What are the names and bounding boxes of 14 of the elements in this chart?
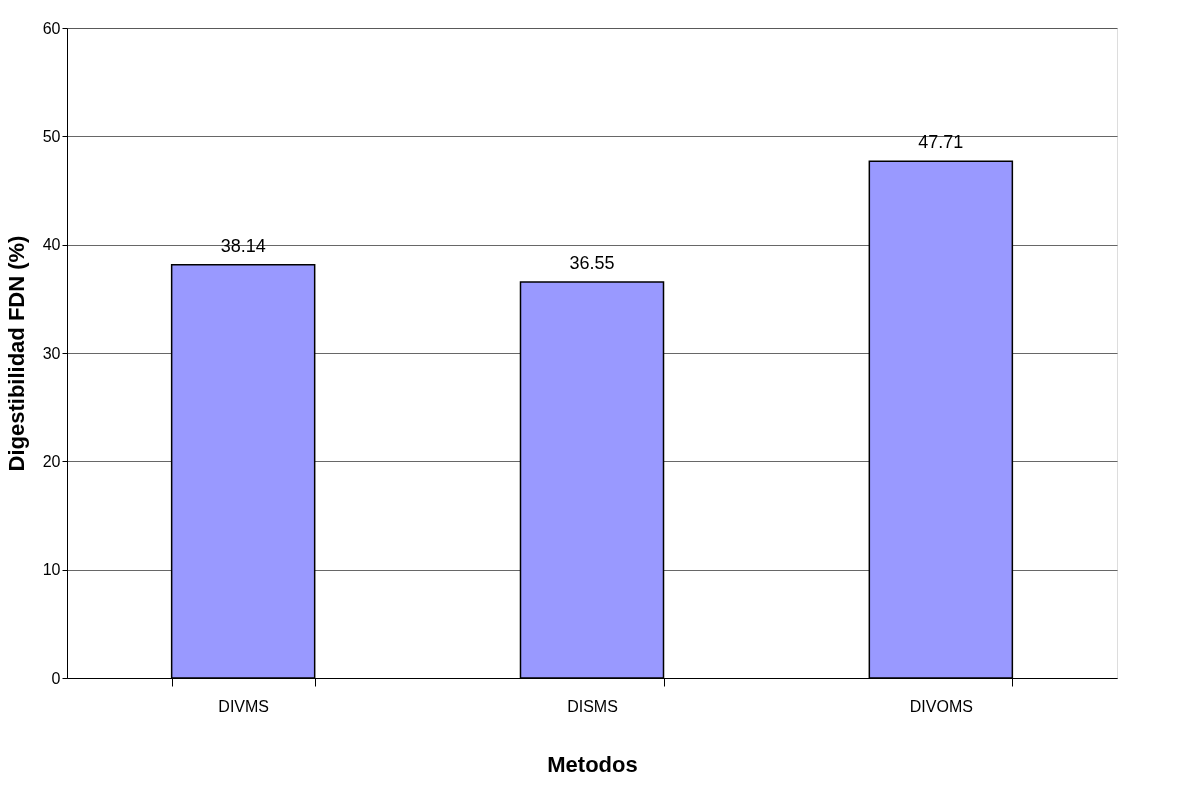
y-tick-label: 0 [51,669,61,687]
y-tick-label: 40 [42,236,61,254]
y-axis-title: Digestibilidad FDN (%) [3,235,29,472]
y-tick-label: 60 [42,19,61,37]
y-tick-label: 30 [42,344,61,362]
y-tick-label: 10 [42,561,61,579]
x-tick-label: DIVMS [218,697,269,715]
x-tick-label: DIVOMS [909,697,973,715]
x-axis-title: Metodos [547,751,638,777]
y-tick-label: 50 [42,127,61,145]
x-tick-label: DISMS [567,697,618,715]
data-label: 47.71 [918,132,964,153]
y-tick-label: 20 [42,452,61,470]
data-label: 36.55 [569,253,615,274]
